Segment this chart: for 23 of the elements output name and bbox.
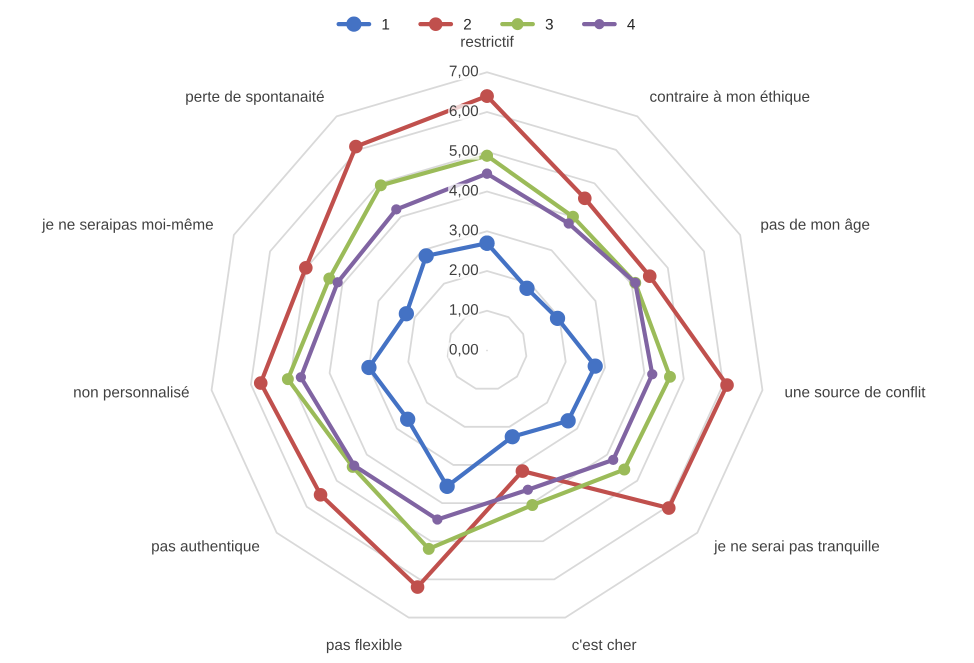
spoke-label: perte de spontanaité (186, 90, 324, 105)
y-tick-label: 3,00 (450, 224, 478, 238)
y-tick-label: 5,00 (450, 145, 478, 158)
spoke-label: pas authentique (152, 540, 260, 554)
spoke-label: restrictif (461, 36, 514, 47)
y-tick-label: 6,00 (450, 105, 478, 118)
spoke-label: contraire à mon éthique (650, 90, 810, 105)
legend-label: 1 (382, 18, 390, 30)
y-tick-label: 4,00 (449, 184, 478, 198)
spoke-label: une source de conflit (785, 386, 926, 398)
y-tick-label: 1,00 (450, 304, 478, 317)
spoke-label: c'est cher (572, 638, 636, 650)
spoke-label: je ne seraipas moi-même (42, 218, 213, 233)
y-tick-label: 2,00 (450, 264, 478, 277)
spoke-label: je ne serai pas tranquille (714, 540, 880, 554)
y-tick-label: 0,00 (450, 344, 478, 356)
y-tick-label: 7,00 (450, 66, 478, 78)
spoke-label: pas flexible (326, 638, 402, 654)
spoke-label: pas de mon âge (761, 218, 870, 233)
legend-label: 4 (627, 18, 635, 30)
legend-label: 2 (464, 18, 471, 30)
legend-label: 3 (546, 18, 553, 30)
spoke-label: non personnalisé (74, 386, 189, 401)
